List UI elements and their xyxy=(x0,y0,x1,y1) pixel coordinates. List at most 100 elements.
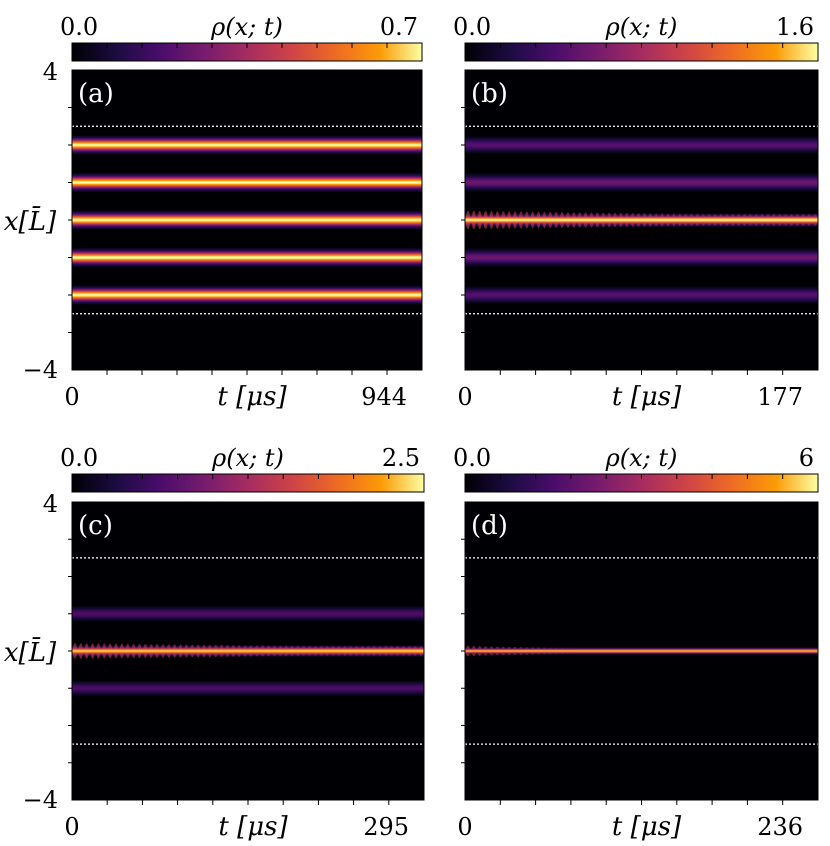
band-row xyxy=(465,213,818,215)
band-row xyxy=(72,186,422,188)
density-band-0 xyxy=(72,606,424,622)
band-row xyxy=(72,285,422,287)
band-row xyxy=(72,688,424,690)
band-row xyxy=(465,292,818,294)
band-row xyxy=(72,691,424,693)
x-tick-label-start: 0 xyxy=(457,383,472,411)
band-row xyxy=(72,211,422,213)
band-core xyxy=(465,652,818,654)
band-row xyxy=(465,251,818,253)
band-row xyxy=(465,141,818,143)
band-row xyxy=(72,257,422,259)
band-row xyxy=(72,683,424,685)
band-row xyxy=(72,289,422,291)
band-row xyxy=(465,148,818,150)
colorbar-max-label: 0.7 xyxy=(380,13,418,41)
band-row xyxy=(72,693,424,695)
band-row xyxy=(72,613,424,615)
y-tick-label-top: 4 xyxy=(43,58,58,86)
band-row xyxy=(465,301,818,303)
density-band-1 xyxy=(72,643,424,659)
panel-c: 0.0 ρ(x; t) 2.5 (c) 0 295 t [μs] 4 −4 x[L̄] xyxy=(4,444,425,842)
band-row xyxy=(465,266,818,268)
band-row xyxy=(465,260,818,262)
density-band-2 xyxy=(465,210,818,230)
band-row xyxy=(72,177,422,179)
panel-a: 0.0 ρ(x; t) 0.7 (a) 0 944 t [μs] 4 −4 x[L̄] xyxy=(4,13,423,412)
density-band-4 xyxy=(72,285,422,305)
band-core xyxy=(465,649,818,651)
panel-label: (d) xyxy=(471,511,508,541)
band-row xyxy=(72,220,422,222)
band-row xyxy=(465,299,818,301)
band-core xyxy=(465,219,818,221)
band-row xyxy=(465,147,818,149)
band-row xyxy=(465,174,818,176)
x-tick-label-end: 944 xyxy=(361,383,407,411)
band-row xyxy=(465,254,818,256)
band-row xyxy=(72,221,422,223)
band-row xyxy=(72,216,422,218)
band-row xyxy=(72,297,422,299)
band-row xyxy=(72,607,424,609)
band-row xyxy=(72,149,422,151)
x-axis-label: t [μs] xyxy=(218,812,288,842)
band-row xyxy=(72,618,424,620)
band-row xyxy=(72,175,422,177)
band-row xyxy=(72,142,422,144)
band-row xyxy=(72,191,422,193)
band-row xyxy=(72,184,422,186)
band-row xyxy=(72,264,422,266)
y-axis-label: x[L̄] xyxy=(4,636,57,668)
band-row xyxy=(465,261,818,263)
band-row xyxy=(72,181,422,183)
band-row xyxy=(72,147,422,149)
band-row xyxy=(72,210,422,212)
band-row xyxy=(72,215,422,217)
band-row xyxy=(72,176,422,178)
band-row xyxy=(72,653,424,655)
band-row xyxy=(72,258,422,260)
band-row xyxy=(72,152,422,154)
band-row xyxy=(465,258,818,260)
band-row xyxy=(465,293,818,295)
band-row xyxy=(72,190,422,192)
band-row xyxy=(72,694,424,696)
band-row xyxy=(465,186,818,188)
band-row xyxy=(72,182,422,184)
band-row xyxy=(72,690,424,692)
band-row xyxy=(72,189,422,191)
band-row xyxy=(72,153,422,155)
band-core xyxy=(465,218,818,220)
band-row xyxy=(465,647,818,649)
panel-d: 0.0 ρ(x; t) 6 (d) 0 236 t [μs] xyxy=(453,444,819,842)
band-row xyxy=(465,215,818,217)
band-row xyxy=(465,255,818,257)
band-row xyxy=(465,252,818,254)
colorbar-label: ρ(x; t) xyxy=(605,13,678,41)
band-core xyxy=(465,651,818,653)
band-row xyxy=(72,151,422,153)
band-row xyxy=(465,178,818,180)
band-row xyxy=(465,183,818,185)
band-row xyxy=(72,606,424,608)
band-row xyxy=(72,615,424,617)
panel-b: 0.0 ρ(x; t) 1.6 (b) 0 177 t [μs] xyxy=(453,13,819,412)
band-row xyxy=(465,259,818,261)
band-core xyxy=(72,652,424,654)
band-row xyxy=(465,653,818,655)
band-row xyxy=(465,152,818,154)
band-row xyxy=(72,294,422,296)
y-tick-label-top: 4 xyxy=(43,490,58,518)
band-row xyxy=(465,257,818,259)
band-row xyxy=(72,300,422,302)
x-tick-label-end: 236 xyxy=(757,813,803,841)
band-row xyxy=(465,182,818,184)
band-row xyxy=(465,248,818,250)
band-row xyxy=(72,287,422,289)
band-row xyxy=(465,250,818,252)
band-core xyxy=(465,217,818,219)
band-row xyxy=(72,619,424,621)
density-band-3 xyxy=(465,248,818,268)
